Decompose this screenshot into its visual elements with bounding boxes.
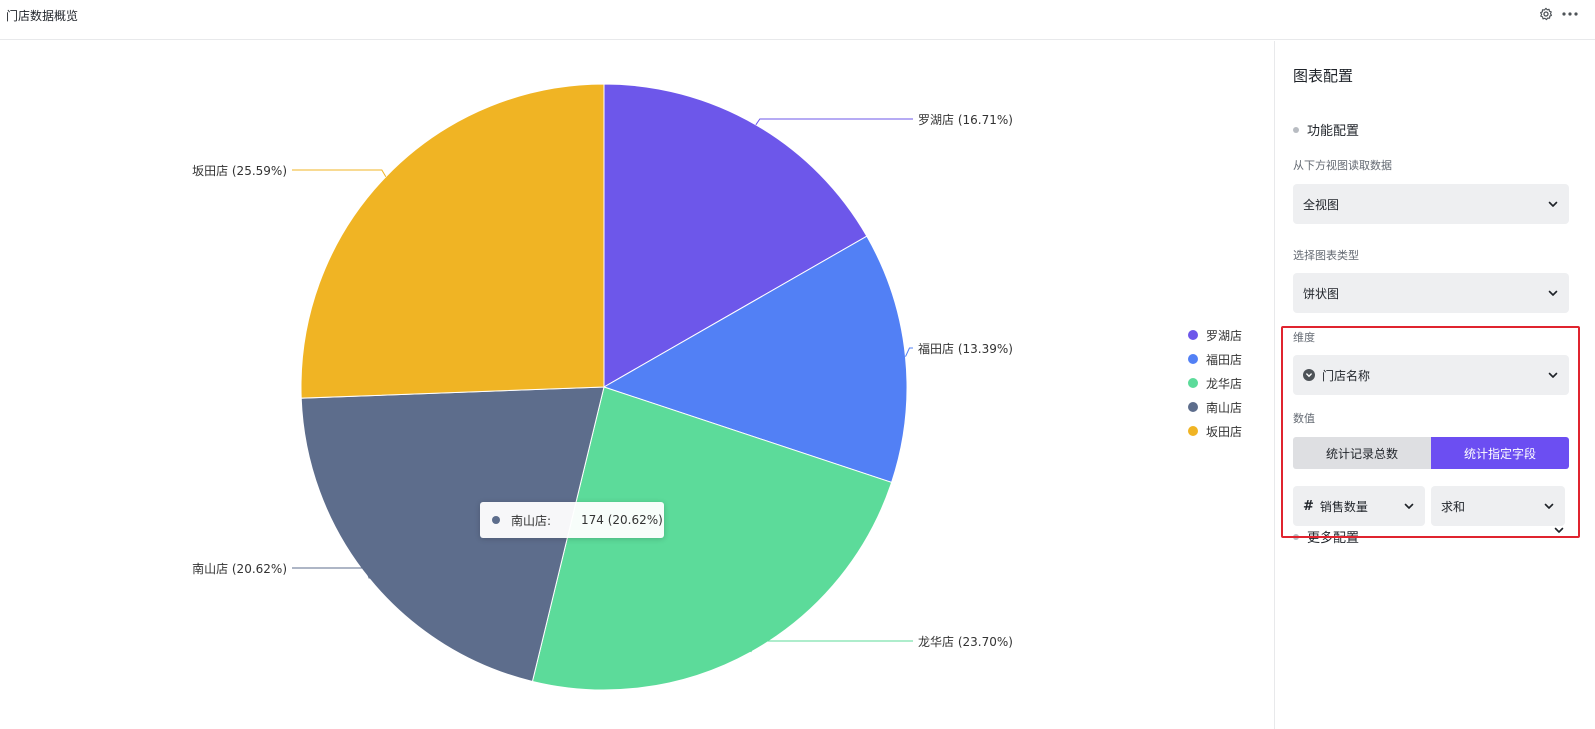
leader-line-luohu <box>755 118 913 126</box>
page-title: 门店数据概览 <box>6 9 79 23</box>
pie-slice-longhua[interactable] <box>531 386 893 691</box>
chart-type-value: 饼状图 <box>1303 286 1340 301</box>
top-bar: 门店数据概览 <box>0 0 1595 40</box>
legend-dot <box>1188 354 1198 364</box>
chevron-down-icon <box>1547 287 1559 299</box>
more-icon[interactable] <box>1561 7 1579 21</box>
chevron-down-icon <box>1547 198 1559 210</box>
slice-label-nanshan: 南山店 (20.62%) <box>192 561 287 576</box>
legend-dot <box>1188 426 1198 436</box>
pie-slice-futian[interactable] <box>602 235 908 484</box>
legend-dot <box>1188 402 1198 412</box>
section-label: 功能配置 <box>1307 124 1360 139</box>
legend-item-futian[interactable]: 福田店 <box>1188 347 1242 371</box>
slice-label-bantian: 坂田店 (25.59%) <box>192 164 287 178</box>
collapse-chevron-icon[interactable] <box>1553 521 1565 540</box>
gear-icon[interactable] <box>1539 7 1553 21</box>
tooltip-value: 174 (20.62%) <box>581 513 663 527</box>
section-label: 更多配置 <box>1307 531 1360 546</box>
chart-tooltip: 南山店: 174 (20.62%) <box>480 502 664 538</box>
function-section[interactable]: 功能配置 <box>1293 120 1359 139</box>
pie-slice-luohu[interactable] <box>603 83 868 388</box>
leader-line-nanshan <box>292 567 370 579</box>
value-label: 数值 <box>1293 412 1315 425</box>
pie-slice-bantian[interactable] <box>300 83 605 399</box>
chart-area: 罗湖店 (16.71%) 福田店 (13.39%) 龙华店 (23.70%) 南… <box>0 41 1274 729</box>
count-field-button[interactable]: 统计指定字段 <box>1431 437 1569 469</box>
count-records-button[interactable]: 统计记录总数 <box>1293 437 1431 469</box>
view-select-value: 全视图 <box>1303 197 1340 212</box>
dimension-value: 门店名称 <box>1322 368 1371 383</box>
chevron-down-icon <box>1547 369 1559 381</box>
value-mode-toggle: 统计记录总数 统计指定字段 <box>1293 437 1569 469</box>
field-value: 销售数量 <box>1319 499 1368 514</box>
legend-label: 南山店 <box>1206 400 1243 415</box>
legend-dot <box>1188 330 1198 340</box>
view-label: 从下方视图读取数据 <box>1293 159 1392 172</box>
slice-label-luohu: 罗湖店 (16.71%) <box>918 112 1013 127</box>
legend-label: 龙华店 <box>1206 376 1243 391</box>
slice-label-longhua: 龙华店 (23.70%) <box>918 635 1013 649</box>
leader-line-bantian <box>292 169 387 177</box>
section-dot <box>1293 126 1299 133</box>
dimension-select[interactable]: 门店名称 <box>1293 355 1569 395</box>
number-field-icon: # <box>1303 498 1314 514</box>
chart-legend: 罗湖店 福田店 龙华店 南山店 坂田店 <box>1188 323 1242 443</box>
more-config-section[interactable]: 更多配置 <box>1293 527 1359 546</box>
legend-item-bantian[interactable]: 坂田店 <box>1188 419 1242 443</box>
chevron-down-icon <box>1543 500 1555 512</box>
legend-dot <box>1188 378 1198 388</box>
top-actions <box>1539 7 1579 21</box>
section-dot <box>1293 533 1299 540</box>
chevron-down-icon <box>1403 500 1415 512</box>
view-select[interactable]: 全视图 <box>1293 184 1569 224</box>
legend-item-longhua[interactable]: 龙华店 <box>1188 371 1242 395</box>
dropdown-field-icon <box>1303 369 1315 381</box>
field-select[interactable]: # 销售数量 <box>1293 486 1425 526</box>
legend-label: 福田店 <box>1206 352 1243 367</box>
legend-item-nanshan[interactable]: 南山店 <box>1188 395 1242 419</box>
dimension-label: 维度 <box>1293 331 1315 344</box>
config-panel: 图表配置 功能配置 从下方视图读取数据 全视图 选择图表类型 饼状图 维度 门店… <box>1274 41 1595 729</box>
aggregation-value: 求和 <box>1441 499 1466 514</box>
legend-label: 坂田店 <box>1206 424 1243 439</box>
chart-type-select[interactable]: 饼状图 <box>1293 273 1569 313</box>
leader-line-longhua <box>750 640 913 653</box>
chart-type-label: 选择图表类型 <box>1293 249 1359 262</box>
aggregation-select[interactable]: 求和 <box>1431 486 1565 526</box>
legend-label: 罗湖店 <box>1206 328 1243 343</box>
tooltip-dot <box>492 516 500 524</box>
legend-item-luohu[interactable]: 罗湖店 <box>1188 323 1242 347</box>
leader-line-futian <box>905 347 913 357</box>
pie-chart: 罗湖店 (16.71%) 福田店 (13.39%) 龙华店 (23.70%) 南… <box>192 83 1013 691</box>
slice-label-futian: 福田店 (13.39%) <box>918 341 1013 356</box>
tooltip-name: 南山店: <box>511 513 552 528</box>
panel-title: 图表配置 <box>1293 67 1354 85</box>
